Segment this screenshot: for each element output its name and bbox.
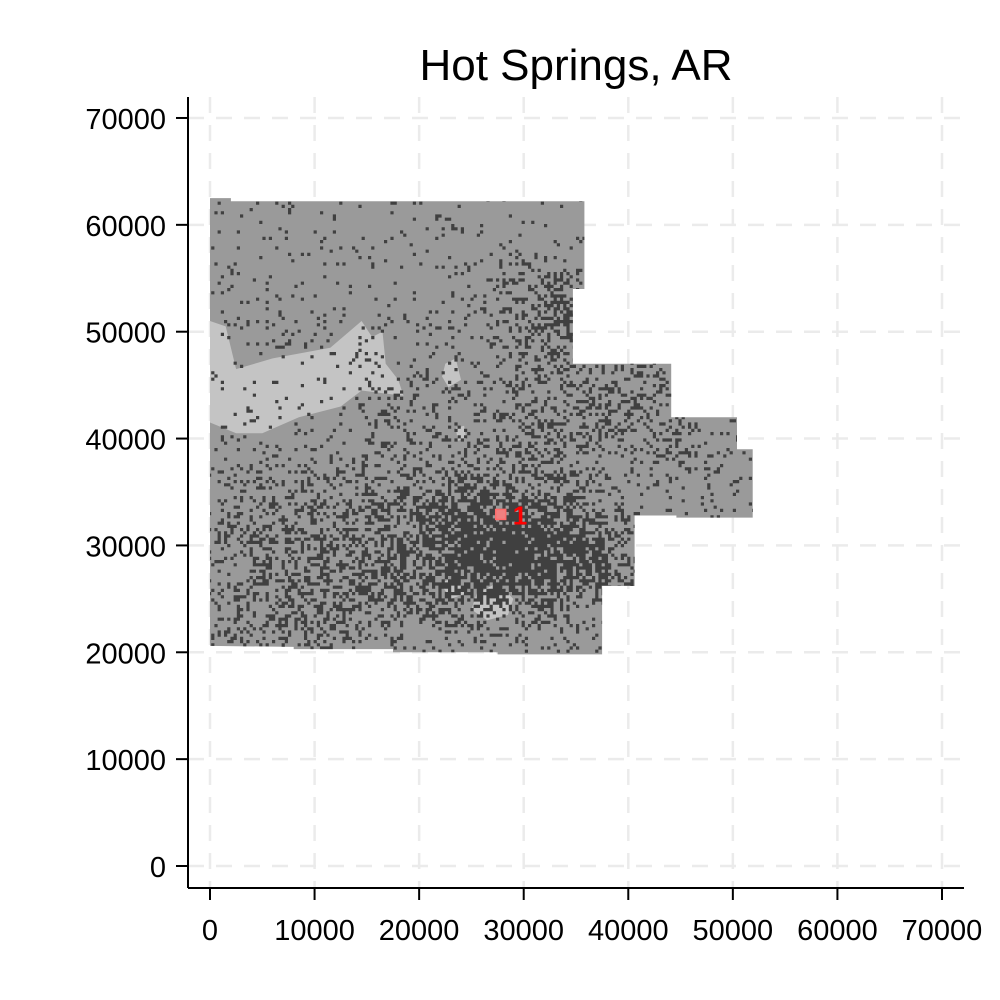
marker-label-0: 1	[513, 500, 527, 530]
x-tick-label-7: 70000	[902, 915, 983, 947]
x-tick-label-0: 0	[202, 915, 218, 947]
y-tick-label-4: 40000	[85, 425, 166, 457]
x-tick-label-5: 50000	[693, 915, 774, 947]
x-axis-ticks: 0 10000 20000 30000 40000 50000 60000 70000	[202, 888, 982, 947]
axes	[187, 97, 964, 889]
y-tick-label-2: 20000	[85, 638, 166, 670]
chart-title: Hot Springs, AR	[419, 41, 732, 90]
x-tick-label-2: 20000	[379, 915, 460, 947]
y-tick-label-1: 10000	[85, 745, 166, 777]
light-area-1	[442, 358, 461, 388]
x-tick-label-6: 60000	[797, 915, 878, 947]
y-tick-label-3: 30000	[85, 531, 166, 563]
developed-cells	[210, 198, 753, 655]
y-tick-label-7: 70000	[85, 104, 166, 136]
developed-cells-path	[210, 198, 753, 655]
land-region	[210, 198, 753, 655]
markers: 1	[494, 500, 527, 530]
x-tick-label-4: 40000	[588, 915, 669, 947]
marker-point-0	[494, 508, 507, 521]
x-tick-label-1: 10000	[274, 915, 355, 947]
y-tick-label-5: 50000	[85, 318, 166, 350]
y-axis-ticks: 0 10000 20000 30000 40000 50000 60000 70000	[85, 104, 188, 884]
y-tick-label-6: 60000	[85, 211, 166, 243]
y-tick-label-0: 0	[150, 852, 166, 884]
light-area-0	[210, 321, 404, 434]
x-tick-label-3: 30000	[483, 915, 564, 947]
